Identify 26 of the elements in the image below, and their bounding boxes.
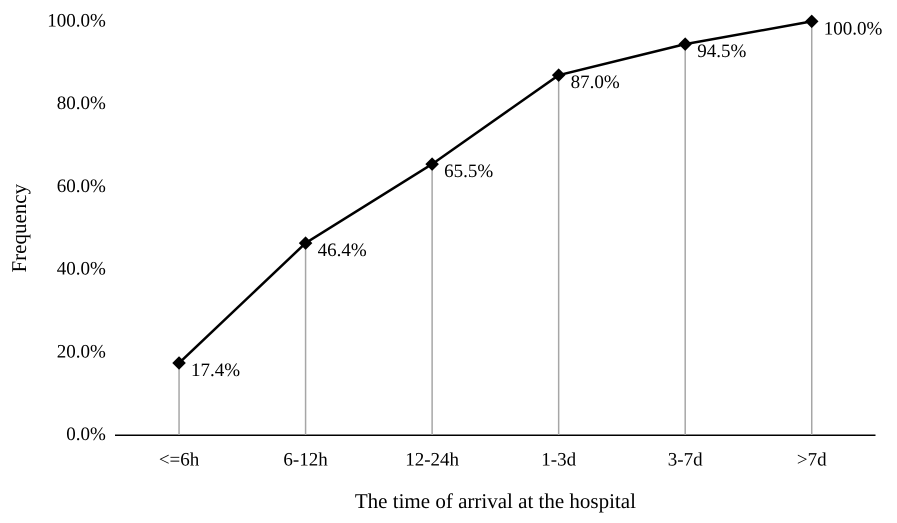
y-tick-label: 20.0% [56,341,106,362]
point [552,68,565,82]
y-axis-title: Frequency [7,183,32,273]
data-label: 46.4% [318,240,367,262]
data-label: 94.5% [697,41,746,62]
point [299,236,312,250]
y-tick-label: 0.0% [66,424,106,445]
x-axis-title: The time of arrival at the hospital [354,488,636,513]
data-label: 100.0% [824,18,882,40]
data-label: 65.5% [444,161,494,182]
x-tick-label: 6-12h [283,449,328,470]
x-tick-label: 3-7d [668,449,704,470]
y-tick-label: 60.0% [56,176,106,197]
x-tick-label: >7d [796,449,828,470]
x-tick-label: 1-3d [541,449,577,470]
point [678,38,692,50]
x-tick-label: 12-24h [405,449,460,470]
data-label: 87.0% [570,72,620,94]
point [172,356,186,370]
y-tick-label: 100.0% [47,10,106,32]
y-tick-label: 40.0% [56,258,106,280]
data-label: 17.4% [191,360,240,382]
x-tick-label: <=6h [158,449,200,470]
point [426,158,438,170]
point [805,15,818,28]
y-tick-label: 80.0% [56,93,106,114]
